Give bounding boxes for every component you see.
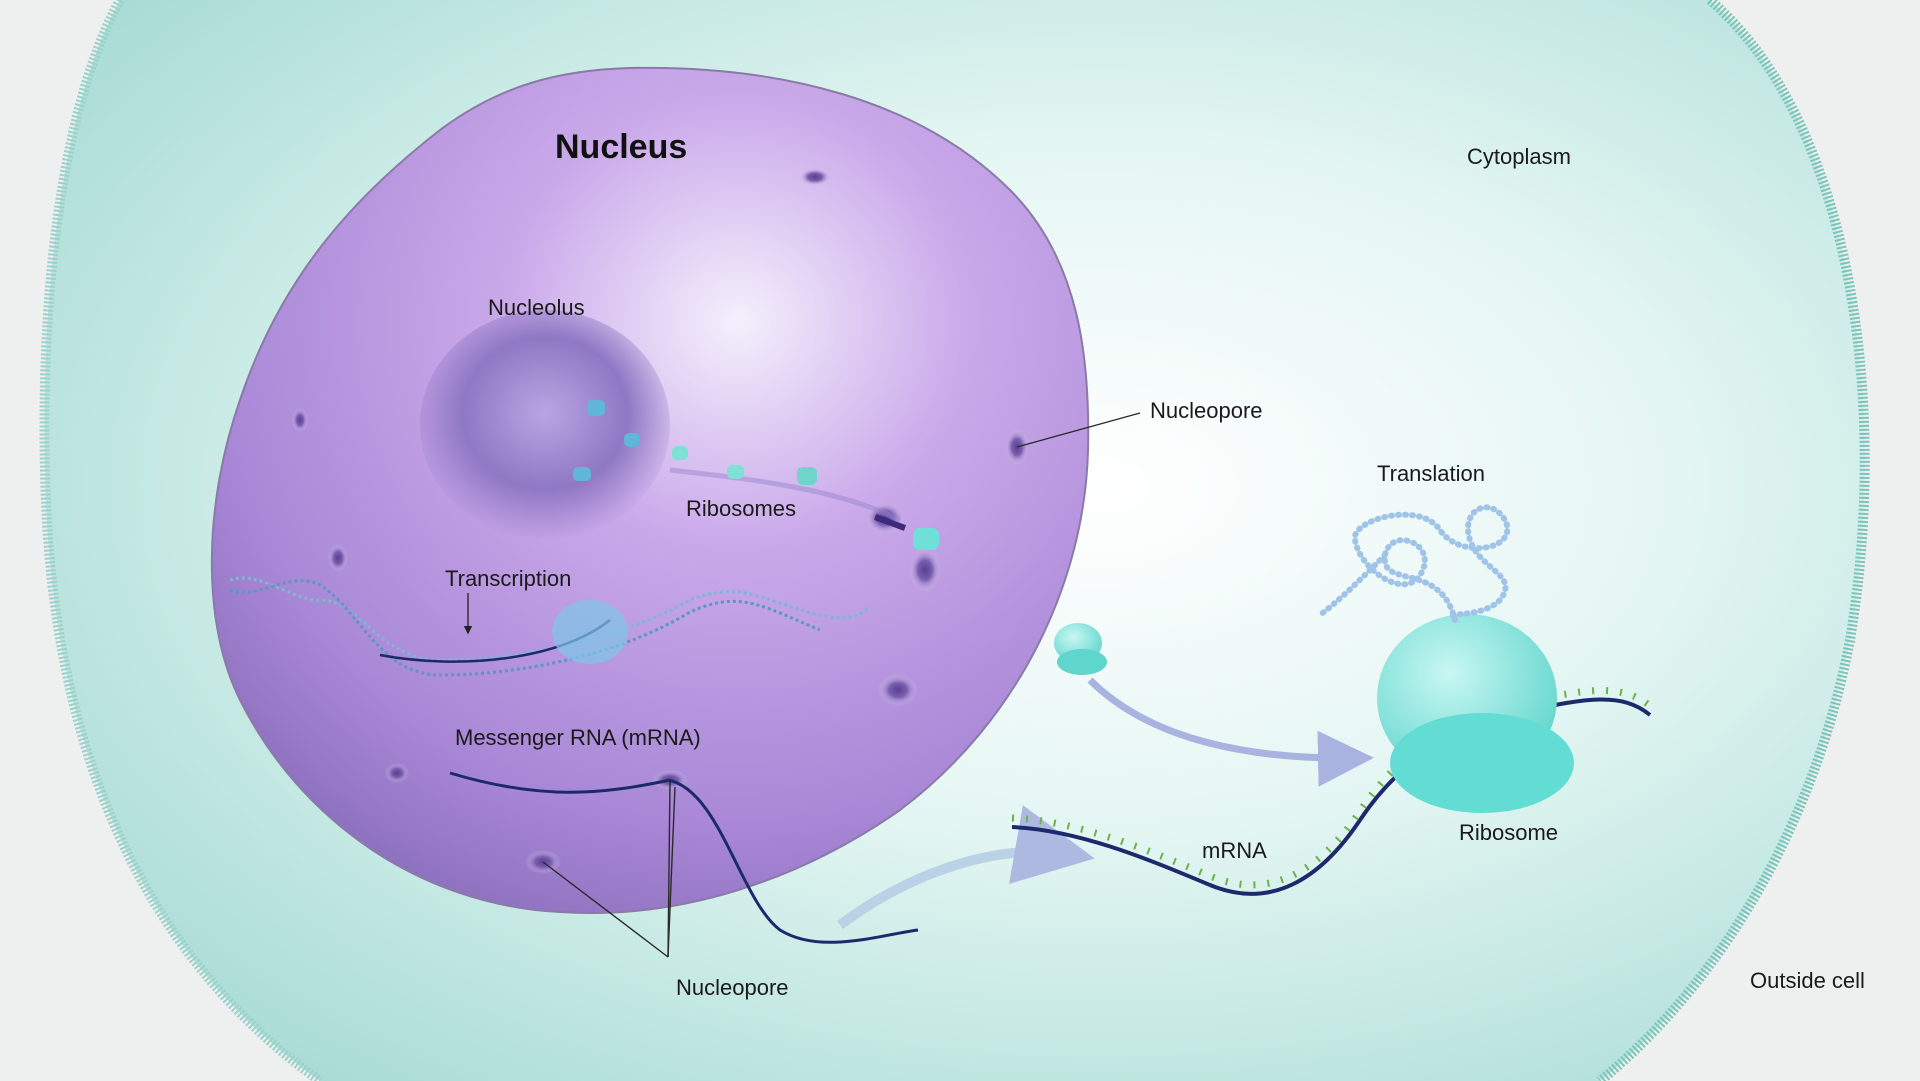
mrna-flow-arrow (837, 805, 1095, 930)
translating-ribosome (1377, 614, 1574, 813)
label-cytoplasm: Cytoplasm (1467, 144, 1571, 169)
cell-membrane-right (1596, 0, 1870, 1081)
exited-ribosome (1054, 623, 1107, 675)
label-nucleopore-top: Nucleopore (1150, 398, 1263, 423)
nucleopore-bottom-leader-2 (667, 779, 671, 958)
label-messenger-rna: Messenger RNA (mRNA) (455, 725, 701, 750)
nucleolus (420, 310, 670, 540)
pore-arrow (873, 514, 907, 531)
label-ribosomes: Ribosomes (686, 496, 796, 521)
mrna-inside (449, 771, 671, 794)
label-mrna: mRNA (1202, 838, 1267, 863)
nucleopore-top-leader (1016, 412, 1141, 448)
polypeptide-chain (1317, 504, 1511, 623)
cell-membrane (39, 0, 323, 1081)
nucleopore-bottom-leader-3 (667, 786, 676, 958)
label-nucleopore-bottom: Nucleopore (676, 975, 789, 1000)
mrna-exit (667, 778, 919, 944)
nucleus (210, 66, 1090, 914)
ribosome-flow-arrow (1087, 677, 1374, 787)
label-outside-cell: Outside cell (1750, 968, 1865, 993)
nucleolus-ribosomes (573, 400, 939, 550)
label-ribosome: Ribosome (1459, 820, 1558, 845)
label-translation: Translation (1377, 461, 1485, 486)
label-transcription: Transcription (445, 566, 571, 591)
label-nucleolus: Nucleolus (488, 295, 585, 320)
ribosome-path (669, 467, 902, 523)
label-nucleus: Nucleus (555, 128, 687, 166)
nucleopore-bottom-leader-1 (542, 861, 669, 958)
dna-transcription (229, 576, 868, 677)
